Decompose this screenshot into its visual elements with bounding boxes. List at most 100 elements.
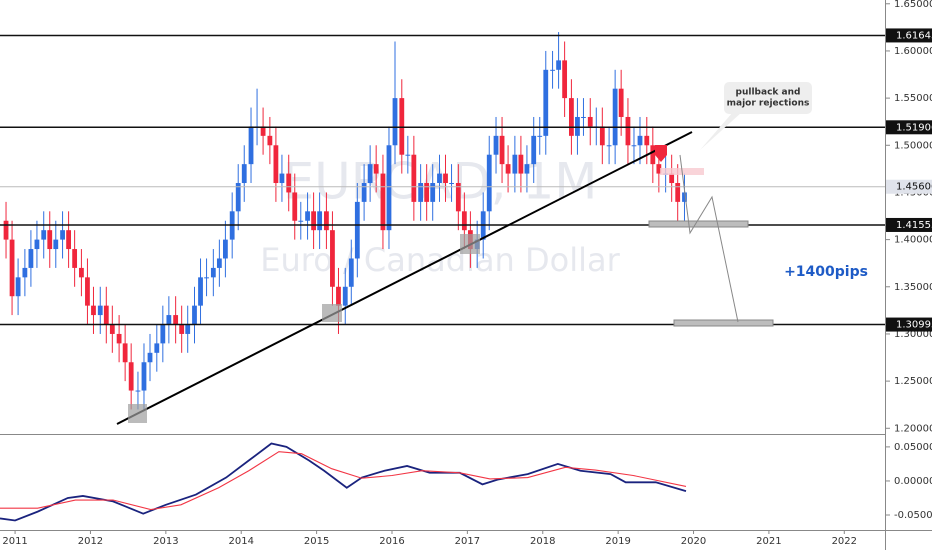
y-tick-label: 1.50000 bbox=[894, 140, 932, 151]
candle-body bbox=[486, 154, 492, 212]
x-tick-label: 2018 bbox=[530, 536, 555, 547]
level-label-bg bbox=[886, 120, 932, 135]
touch-box bbox=[322, 304, 342, 322]
candle-body bbox=[109, 324, 115, 334]
candle-body bbox=[173, 315, 179, 325]
candle-body bbox=[424, 183, 430, 202]
candle-body bbox=[179, 324, 185, 334]
candle-body bbox=[569, 98, 574, 136]
candle-body bbox=[122, 343, 128, 363]
y-tick-label: 1.60000 bbox=[894, 46, 932, 57]
candle-body bbox=[669, 173, 675, 184]
candle-body bbox=[461, 211, 467, 231]
candle-body bbox=[575, 116, 580, 136]
level-label: 1.51906 bbox=[896, 122, 932, 133]
candle-body bbox=[317, 211, 323, 231]
candle-body bbox=[267, 135, 273, 146]
indicator-line bbox=[0, 451, 687, 511]
y-tick-label: 1.65000 bbox=[894, 0, 932, 10]
candle-body bbox=[437, 173, 442, 184]
candle-body bbox=[386, 145, 392, 231]
candle-body bbox=[493, 135, 499, 155]
candle-body bbox=[248, 126, 254, 165]
last-price-label: 1.45606 bbox=[896, 182, 932, 193]
candle-body bbox=[116, 333, 122, 344]
candle-body bbox=[53, 239, 59, 250]
x-tick-label: 2013 bbox=[153, 536, 178, 547]
candle-body bbox=[103, 305, 109, 325]
candle-body bbox=[405, 154, 411, 156]
candle-body bbox=[342, 286, 348, 306]
candle-body bbox=[543, 69, 549, 136]
candle-body bbox=[531, 135, 537, 165]
candle-body bbox=[60, 230, 65, 240]
x-tick-label: 2017 bbox=[455, 536, 480, 547]
candle-body bbox=[185, 324, 191, 334]
candle-body bbox=[537, 135, 543, 137]
candle-body bbox=[675, 183, 681, 202]
candle-body bbox=[443, 173, 448, 184]
x-tick-label: 2014 bbox=[229, 536, 254, 547]
candle-body bbox=[599, 126, 605, 146]
level-label-bg bbox=[886, 28, 932, 43]
x-tick-label: 2015 bbox=[304, 536, 329, 547]
candle-body bbox=[85, 277, 90, 306]
x-tick-label: 2012 bbox=[78, 536, 103, 547]
target-label: +1400pips bbox=[784, 264, 868, 280]
candle-body bbox=[97, 305, 103, 316]
candle-body bbox=[210, 267, 216, 278]
candle-body bbox=[581, 116, 586, 118]
candle-body bbox=[373, 164, 379, 174]
candle-body bbox=[235, 183, 241, 212]
candle-body bbox=[311, 211, 316, 231]
candle-body bbox=[380, 173, 386, 231]
candle-body bbox=[324, 211, 329, 231]
candle-body bbox=[650, 145, 656, 165]
target-box bbox=[648, 220, 749, 228]
candle-body bbox=[241, 164, 247, 184]
candle-body bbox=[91, 305, 96, 316]
x-tick-label: 2016 bbox=[379, 536, 404, 547]
candle-body bbox=[449, 183, 454, 185]
x-tick-label: 2022 bbox=[832, 536, 857, 547]
rejection-marker bbox=[655, 145, 667, 162]
x-tick-label: 2011 bbox=[2, 536, 27, 547]
level-label-bg bbox=[886, 217, 932, 232]
candle-body bbox=[305, 211, 310, 221]
y-tick-label: 1.40000 bbox=[894, 235, 932, 246]
candle-body bbox=[505, 164, 511, 174]
candle-body bbox=[273, 145, 279, 184]
y-tick-label: 0.00000 bbox=[894, 476, 932, 487]
callout-text: major rejections bbox=[727, 99, 810, 109]
y-tick-label: 1.55000 bbox=[894, 93, 932, 104]
candle-body bbox=[292, 192, 298, 221]
candle-body bbox=[518, 154, 524, 174]
candle-body bbox=[606, 145, 612, 147]
candle-body bbox=[286, 173, 292, 193]
candle-body bbox=[141, 362, 147, 391]
candle-body bbox=[644, 135, 650, 146]
y-tick-label: 1.35000 bbox=[894, 282, 932, 293]
candle-body bbox=[512, 154, 518, 174]
candle-body bbox=[656, 164, 662, 174]
candle-body bbox=[72, 249, 78, 268]
candle-body bbox=[618, 88, 624, 117]
y-tick-label: 1.20000 bbox=[894, 423, 932, 434]
level-label: 1.61643 bbox=[896, 30, 932, 41]
candle-body bbox=[336, 286, 341, 306]
candle-body bbox=[47, 230, 53, 250]
candle-body bbox=[135, 390, 141, 392]
candle-body bbox=[455, 183, 461, 212]
indicator-panel bbox=[0, 442, 687, 522]
x-tick-label: 2021 bbox=[756, 536, 781, 547]
candle-body bbox=[330, 230, 335, 287]
touch-box bbox=[128, 404, 147, 423]
candle-body bbox=[524, 164, 530, 174]
callout-text: pullback and bbox=[736, 88, 801, 98]
candle-body bbox=[128, 362, 134, 391]
candle-body bbox=[15, 277, 21, 297]
candle-body bbox=[192, 305, 197, 325]
y-tick-label: 0.05000 bbox=[894, 442, 932, 453]
candle-body bbox=[399, 98, 405, 155]
candle-body bbox=[637, 135, 643, 146]
